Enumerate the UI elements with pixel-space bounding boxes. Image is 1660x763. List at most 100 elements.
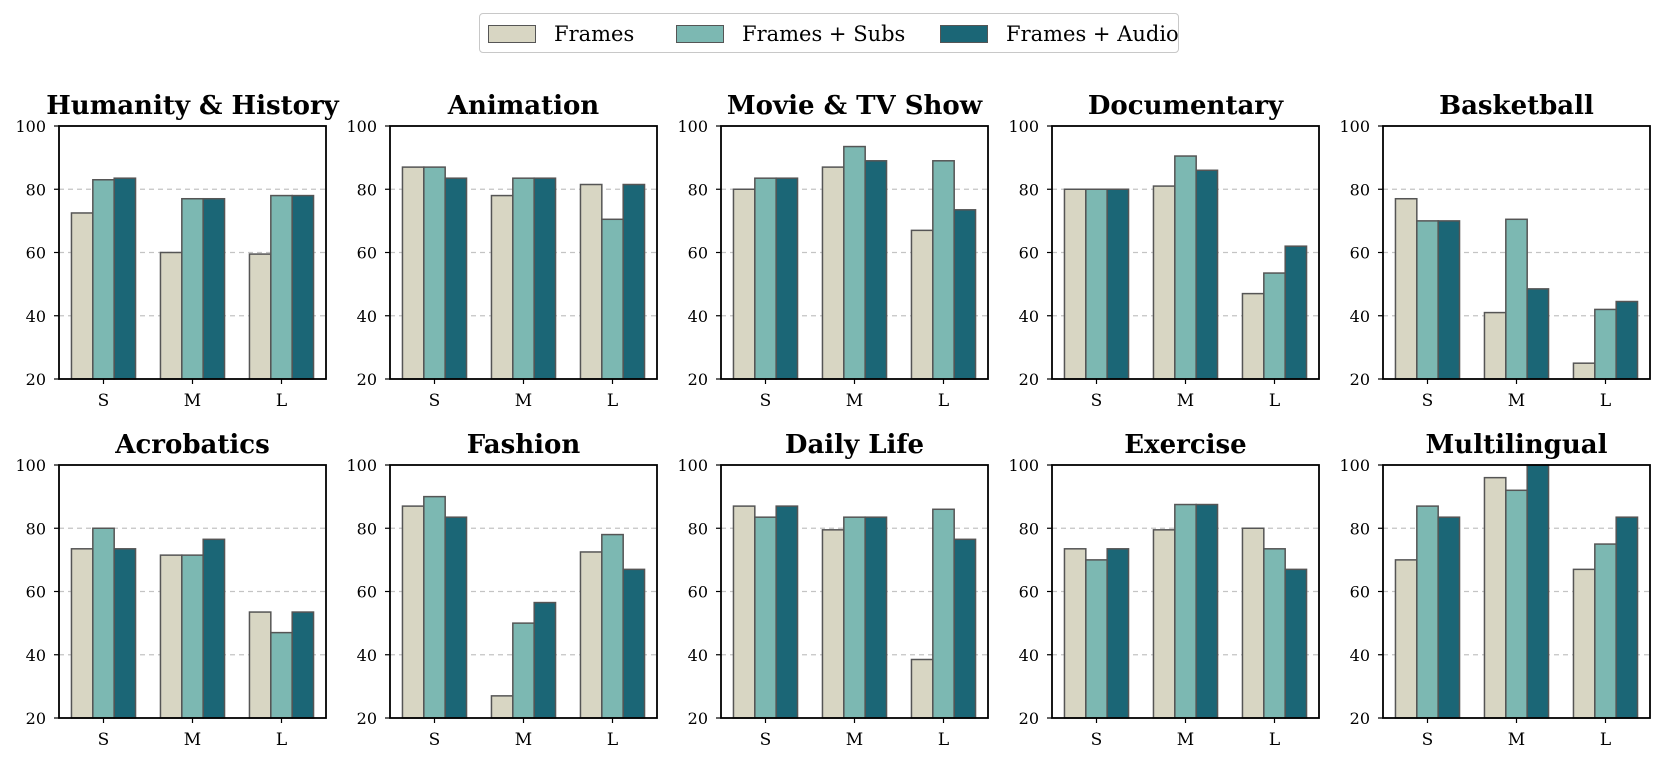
legend-swatch-frames-subs [676,25,724,43]
bar-frames-audio-s [1106,188,1130,380]
bar-frames-audio-l [291,194,315,380]
x-tick-label: L [938,391,949,411]
bar-frames-subs-m [843,145,866,380]
bar-frames-s [732,505,756,719]
bar-frames-s [1063,548,1087,719]
bar-frames-subs-m [181,197,204,380]
plot-frame [389,125,658,380]
y-tick-label: 20 [1350,709,1370,728]
bar-frames-audio-s [1437,516,1461,719]
y-tick-label: 20 [1350,370,1370,389]
bar-frames-audio-l [291,611,315,719]
bar-frames-subs-s [754,516,777,719]
plot-frame [720,464,989,719]
y-tick-label: 60 [1350,583,1370,602]
x-tick-label: S [1091,391,1103,411]
legend-item-frames: Frames [488,14,634,54]
bar-frames-audio-s [113,548,137,719]
x-tick-label: L [607,391,618,411]
plot-frame [1051,125,1320,380]
y-tick-label: 60 [1019,244,1039,263]
y-tick-label: 100 [346,117,377,136]
y-tick-label: 40 [1350,307,1370,326]
y-tick-label: 80 [1350,180,1370,199]
y-tick-label: 100 [1008,456,1039,475]
x-tick-label: S [760,730,772,750]
chart-exercise: Exercise S M L 20 40 60 80 100 [1008,430,1320,750]
bar-frames-subs-l [1594,543,1617,719]
y-tick-label: 80 [26,519,46,538]
x-tick-label: M [846,730,863,750]
legend-item-frames-subs: Frames + Subs [676,14,905,54]
y-tick-label: 60 [688,583,708,602]
plot-frame [389,464,658,719]
chart-movie-tv-show: Movie & TV Show S M L 20 40 60 80 100 [677,91,989,411]
chart-title: Humanity & History [46,91,339,121]
bar-frames-subs-l [601,218,624,380]
bar-frames-m [159,554,183,719]
chart-title: Fashion [467,430,581,460]
x-tick-label: M [184,730,201,750]
bar-frames-m [490,194,514,380]
bar-frames-l [910,229,934,380]
x-tick-label: S [98,730,110,750]
bar-frames-audio-m [202,197,226,380]
bar-frames-m [821,529,845,719]
bar-frames-subs-l [601,533,624,719]
bar-frames-m [159,251,183,380]
chart-title: Multilingual [1426,430,1608,460]
bar-frames-subs-m [1174,503,1197,719]
y-tick-label: 80 [688,519,708,538]
bar-frames-s [1063,188,1087,380]
plot-frame [58,125,327,380]
bar-frames-audio-m [1195,169,1219,380]
bar-frames-l [1241,292,1265,380]
y-tick-label: 80 [688,180,708,199]
bar-frames-m [1152,185,1176,380]
y-tick-label: 20 [688,709,708,728]
y-tick-label: 40 [357,307,377,326]
bar-frames-l [1241,527,1265,719]
bar-frames-subs-l [932,508,955,719]
bar-frames-audio-l [622,568,646,719]
y-tick-label: 40 [1019,307,1039,326]
bar-frames-subs-m [181,554,204,719]
bar-frames-s [401,505,425,719]
bar-frames-subs-s [1416,220,1439,380]
y-tick-label: 100 [1339,456,1370,475]
y-tick-label: 100 [677,456,708,475]
y-tick-label: 20 [1019,709,1039,728]
chart-title: Animation [447,91,600,121]
bar-frames-audio-l [1615,300,1639,380]
y-tick-label: 80 [357,180,377,199]
bar-frames-l [910,658,934,719]
chart-title: Documentary [1088,91,1284,121]
y-tick-label: 60 [357,244,377,263]
bar-frames-subs-l [270,194,293,380]
bar-frames-audio-m [1526,288,1550,380]
bar-frames-audio-l [622,183,646,380]
y-tick-label: 80 [1019,180,1039,199]
bar-frames-s [1394,559,1418,719]
x-tick-label: L [607,730,618,750]
x-tick-label: S [760,391,772,411]
bar-frames-s [70,548,94,719]
bar-frames-subs-l [1594,308,1617,380]
y-tick-label: 80 [357,519,377,538]
bar-frames-audio-m [864,160,888,380]
bar-frames-audio-m [202,538,226,719]
y-tick-label: 60 [1350,244,1370,263]
y-tick-label: 100 [1008,117,1039,136]
bar-frames-audio-m [533,177,557,380]
x-tick-label: L [1600,391,1611,411]
x-tick-label: M [1508,391,1525,411]
bar-frames-audio-l [1284,245,1308,380]
y-tick-label: 80 [1019,519,1039,538]
plot-frame [720,125,989,380]
x-tick-label: L [276,730,287,750]
y-tick-label: 60 [1019,583,1039,602]
y-tick-label: 100 [15,117,46,136]
legend-label-frames: Frames [554,22,635,46]
bar-frames-l [248,253,272,380]
chart-multilingual: Multilingual S M L 20 40 60 80 100 [1339,430,1651,750]
